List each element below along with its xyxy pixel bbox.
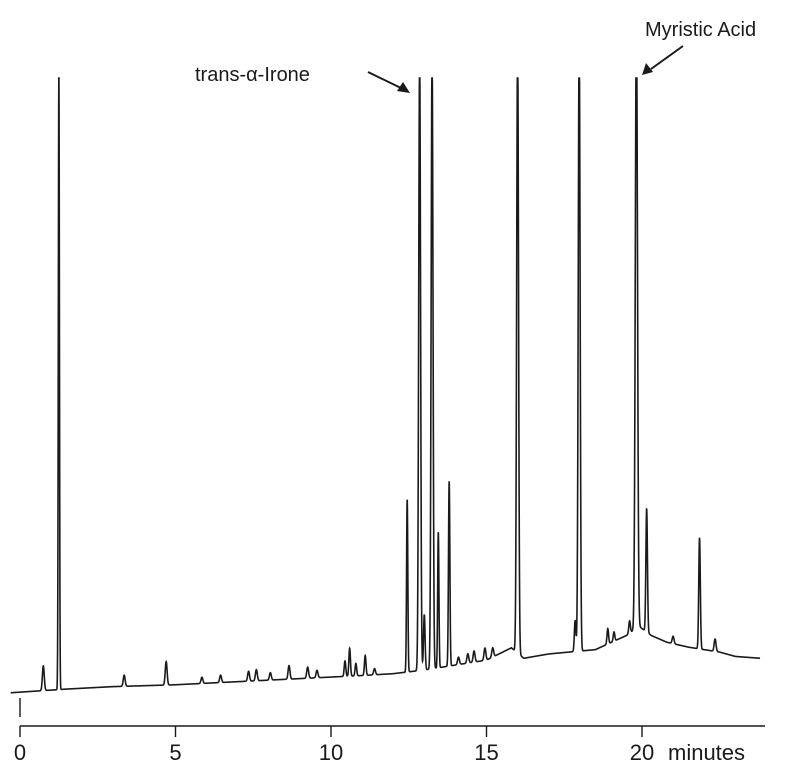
x-axis-unit: minutes bbox=[668, 740, 745, 765]
plot-area bbox=[10, 77, 761, 694]
x-ticks: 0 5 10 15 20 bbox=[14, 726, 654, 765]
chromatogram-trace bbox=[10, 77, 761, 694]
x-tick-label-10: 10 bbox=[319, 740, 343, 765]
x-tick-label-5: 5 bbox=[169, 740, 181, 765]
arrowhead-myristic bbox=[642, 63, 653, 75]
annotation-myristic-acid: Myristic Acid bbox=[645, 19, 756, 41]
annotations: trans-α-Irone Myristic Acid bbox=[195, 19, 756, 93]
arrowhead-irone bbox=[397, 82, 410, 93]
x-tick-label-15: 15 bbox=[474, 740, 498, 765]
annotation-trans-alpha-irone: trans-α-Irone bbox=[195, 64, 310, 86]
x-axis: 0 5 10 15 20 minutes bbox=[14, 698, 765, 765]
x-tick-label-0: 0 bbox=[14, 740, 26, 765]
annotation-arrow-myristic bbox=[650, 45, 684, 70]
annotation-arrow-irone bbox=[367, 71, 404, 90]
x-tick-label-20: 20 bbox=[630, 740, 654, 765]
